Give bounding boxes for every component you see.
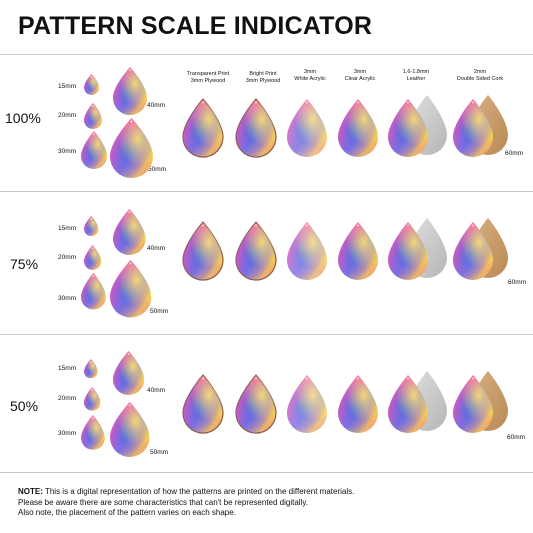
size-label: 20mm — [58, 395, 77, 402]
note-text: Please be aware there are some character… — [18, 497, 308, 507]
size-label: 15mm — [58, 83, 77, 90]
sample-clear-acrylic — [338, 375, 378, 433]
size-swatch-30mm — [81, 131, 107, 169]
sample-clear-acrylic — [338, 222, 378, 280]
size-swatch-40mm — [113, 67, 147, 115]
size-swatch-20mm — [84, 387, 101, 411]
size-label: 50mm — [148, 166, 167, 173]
size-label: 30mm — [58, 295, 77, 302]
sample-cork-front — [453, 222, 493, 280]
material-header: 1.6-1.8mm Leather — [402, 69, 430, 82]
sample-leather-front — [388, 99, 428, 157]
size-label: 40mm — [147, 387, 166, 394]
divider — [0, 191, 533, 192]
divider — [0, 472, 533, 473]
material-header: Bright Print 3mm Plywood — [245, 71, 281, 84]
size-swatch-50mm — [110, 402, 150, 457]
size-swatch-15mm — [84, 74, 99, 95]
size-label: 40mm — [147, 102, 166, 109]
size-label: 40mm — [147, 245, 166, 252]
size-swatch-50mm — [110, 118, 153, 178]
sample-leather-front — [388, 222, 428, 280]
note-block: NOTE: This is a digital representation o… — [18, 487, 354, 519]
size-label: 15mm — [58, 225, 77, 232]
size-swatch-50mm — [110, 260, 152, 318]
scale-label: 50% — [10, 398, 39, 414]
sample-white-acrylic — [287, 222, 327, 280]
divider — [0, 334, 533, 335]
sample-bright-plywood — [235, 98, 277, 158]
sample-cork-front — [453, 99, 493, 157]
size-label: 60mm — [507, 434, 526, 441]
sample-transparent-plywood — [182, 374, 224, 434]
size-label: 20mm — [58, 254, 77, 261]
sample-clear-acrylic — [338, 99, 378, 157]
page-title: PATTERN SCALE INDICATOR — [18, 12, 373, 40]
size-swatch-30mm — [81, 415, 105, 450]
sample-leather-front — [388, 375, 428, 433]
sample-cork-front — [453, 375, 493, 433]
size-label: 20mm — [58, 112, 77, 119]
size-label: 50mm — [150, 308, 169, 315]
note-text: Also note, the placement of the pattern … — [18, 508, 236, 517]
size-swatch-20mm — [84, 103, 102, 129]
note-label: NOTE: — [18, 487, 43, 496]
size-swatch-40mm — [113, 209, 146, 255]
size-label: 50mm — [150, 449, 169, 456]
size-label: 60mm — [508, 279, 527, 286]
divider — [0, 54, 533, 55]
size-label: 30mm — [58, 148, 77, 155]
size-label: 15mm — [58, 365, 77, 372]
sample-white-acrylic — [287, 375, 327, 433]
size-swatch-15mm — [84, 358, 98, 378]
size-swatch-20mm — [84, 245, 102, 270]
sample-transparent-plywood — [182, 98, 224, 158]
sample-bright-plywood — [235, 221, 277, 281]
material-header: 2mm Double Sided Cork — [456, 69, 504, 82]
scale-section-100: 100% 15mm 20mm 30mm 40mm 50mm Transparen… — [0, 52, 533, 192]
sample-bright-plywood — [235, 374, 277, 434]
size-swatch-30mm — [81, 273, 106, 310]
size-label: 60mm — [505, 150, 524, 157]
size-label: 30mm — [58, 430, 77, 437]
scale-section-50: 50% 15mm 20mm 30mm 40mm 50mm 60mm — [0, 336, 533, 476]
size-swatch-40mm — [113, 351, 145, 395]
size-swatch-15mm — [84, 216, 99, 237]
sample-white-acrylic — [287, 99, 327, 157]
scale-label: 75% — [10, 256, 39, 272]
material-header: Transparent Print 3mm Plywood — [186, 71, 230, 84]
note-text: This is a digital representation of how … — [42, 487, 355, 496]
scale-label: 100% — [5, 110, 41, 126]
material-header: 3mm Clear Acrylic — [344, 69, 376, 82]
material-header: 3mm White Acrylic — [294, 69, 326, 82]
sample-transparent-plywood — [182, 221, 224, 281]
scale-section-75: 75% 15mm 20mm 30mm 40mm 50mm 60mm — [0, 194, 533, 334]
